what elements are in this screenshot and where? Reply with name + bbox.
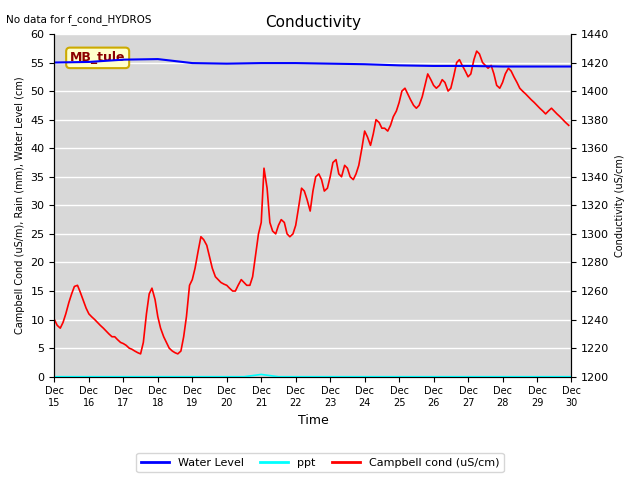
Y-axis label: Campbell Cond (uS/m), Rain (mm), Water Level (cm): Campbell Cond (uS/m), Rain (mm), Water L… <box>15 76 25 334</box>
Legend: Water Level, ppt, Campbell cond (uS/cm): Water Level, ppt, Campbell cond (uS/cm) <box>136 453 504 472</box>
Y-axis label: Conductivity (uS/cm): Conductivity (uS/cm) <box>615 154 625 257</box>
X-axis label: Time: Time <box>298 414 328 427</box>
Title: Conductivity: Conductivity <box>265 15 361 30</box>
Text: MB_tule: MB_tule <box>70 51 125 64</box>
Text: No data for f_cond_HYDROS: No data for f_cond_HYDROS <box>6 14 152 25</box>
